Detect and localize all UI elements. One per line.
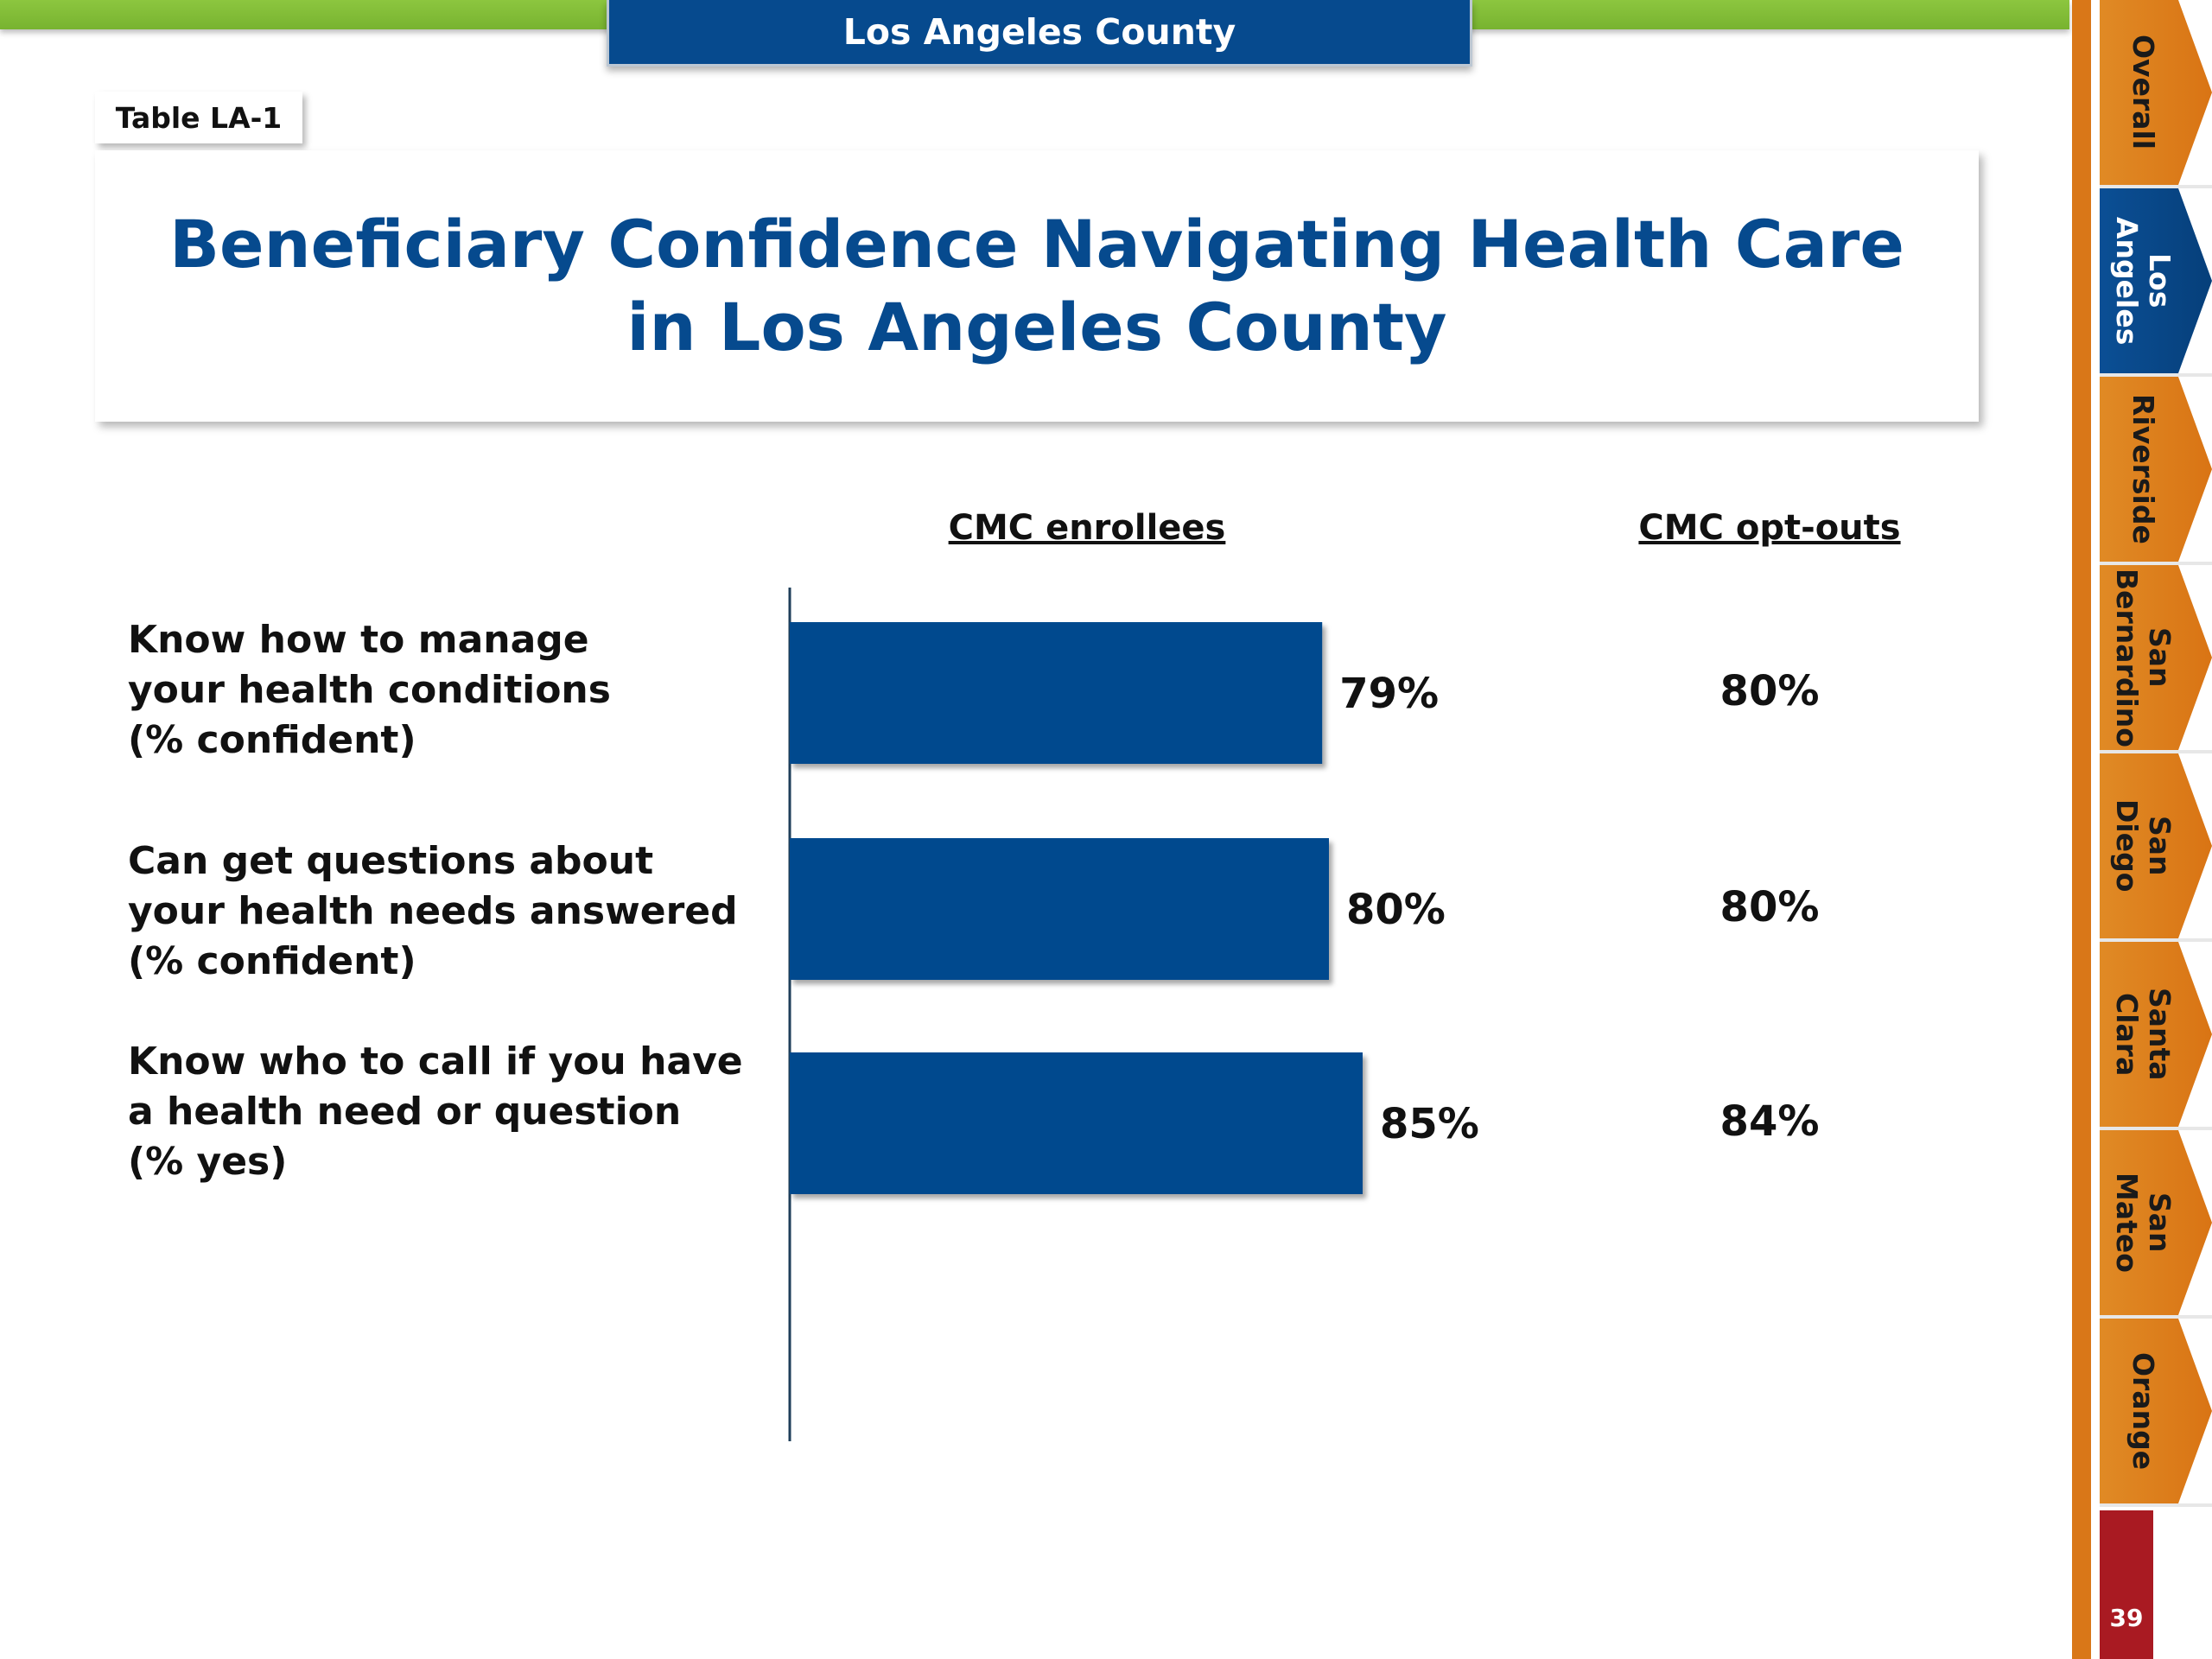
optout-value-2: 80% <box>1719 883 1820 931</box>
tab-separator <box>2100 562 2212 565</box>
tab-label: Los Angeles <box>2110 216 2177 346</box>
tab-label: Orange <box>2126 1351 2160 1471</box>
tab-label: Riverside <box>2126 394 2160 544</box>
row-label-2-line-1: Can get questions about <box>128 839 654 883</box>
row-label-3-line-2: a health need or question <box>128 1090 682 1134</box>
bar-enrollees-3 <box>790 1052 1363 1194</box>
bar-value-label-3: 85% <box>1380 1100 1479 1148</box>
row-label-1-line-1: Know how to manage <box>128 618 589 662</box>
row-label-2: Can get questions about your health need… <box>128 836 738 987</box>
sidebar-orange-strip <box>2072 0 2091 1659</box>
optout-value-3: 84% <box>1719 1097 1820 1146</box>
row-label-3-line-3: (% yes) <box>128 1140 288 1184</box>
sidebar-red-block <box>2100 1510 2153 1659</box>
bar-value-label-2: 80% <box>1346 886 1446 934</box>
bar-enrollees-1 <box>790 622 1323 764</box>
row-label-3-line-1: Know who to call if you have <box>128 1039 743 1084</box>
county-header: Los Angeles County <box>607 0 1472 67</box>
title-box: Beneficiary Confidence Navigating Health… <box>95 150 1979 422</box>
county-title: Los Angeles County <box>842 11 1236 53</box>
column-header-enrollees: CMC enrollees <box>948 508 1226 548</box>
tab-label: Overall <box>2126 35 2160 150</box>
tab-label: San Diego <box>2110 799 2177 893</box>
tab-separator <box>2100 1127 2212 1130</box>
tab-separator <box>2100 1503 2212 1507</box>
optout-value-1: 80% <box>1719 667 1820 715</box>
row-label-1: Know how to manage your health condition… <box>128 615 611 766</box>
tab-label: San Bernardino <box>2110 568 2177 747</box>
page-number: 39 <box>2109 1604 2144 1632</box>
row-label-2-line-2: your health needs answered <box>128 889 738 933</box>
column-header-optouts: CMC opt-outs <box>1638 508 1901 548</box>
row-label-1-line-3: (% confident) <box>128 718 416 762</box>
bar-enrollees-2 <box>790 838 1329 980</box>
tab-separator <box>2100 373 2212 377</box>
table-label: Table LA-1 <box>95 92 302 143</box>
tab-separator <box>2100 1315 2212 1319</box>
tab-separator <box>2100 750 2212 753</box>
row-label-2-line-3: (% confident) <box>128 939 416 983</box>
tab-separator <box>2100 938 2212 942</box>
title-line-2: in Los Angeles County <box>626 289 1447 365</box>
row-label-1-line-2: your health conditions <box>128 668 611 712</box>
tab-separator <box>2100 185 2212 188</box>
bar-value-label-1: 79% <box>1339 670 1439 718</box>
row-label-3: Know who to call if you have a health ne… <box>128 1037 743 1187</box>
tab-label: San Mateo <box>2110 1173 2177 1273</box>
title-line-1: Beneficiary Confidence Navigating Health… <box>169 206 1904 283</box>
tab-label: Santa Clara <box>2110 988 2177 1081</box>
